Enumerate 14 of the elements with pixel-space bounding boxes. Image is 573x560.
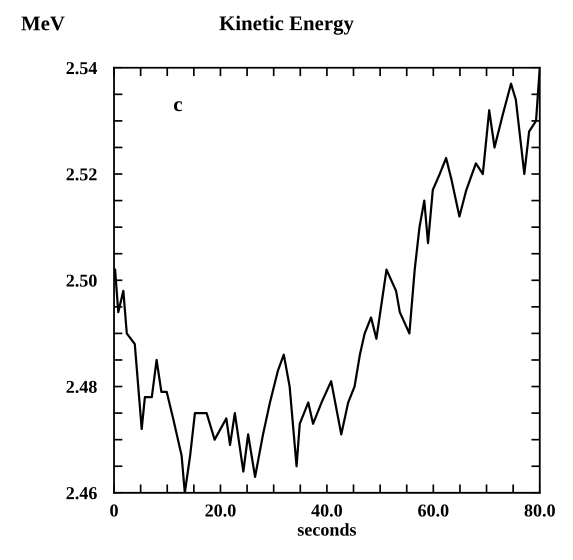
- y-tick-label: 2.50: [66, 274, 97, 287]
- x-tick-label: 20.0: [205, 504, 236, 517]
- y-tick-label: 2.54: [66, 62, 98, 74]
- x-axis-title: seconds: [298, 523, 356, 536]
- x-tick-label: 80.0: [524, 504, 555, 517]
- y-tick-label: 2.48: [66, 380, 97, 394]
- y-axis-title: MeV: [21, 16, 65, 31]
- annotation: c: [174, 101, 182, 112]
- chart-title: Kinetic Energy: [219, 16, 354, 35]
- y-tick-label: 2.46: [66, 487, 97, 500]
- x-tick-label: 0: [110, 504, 118, 517]
- x-tick-label: 40.0: [311, 504, 342, 517]
- x-tick-label: 60.0: [418, 504, 448, 517]
- y-tick-label: 2.52: [66, 168, 97, 181]
